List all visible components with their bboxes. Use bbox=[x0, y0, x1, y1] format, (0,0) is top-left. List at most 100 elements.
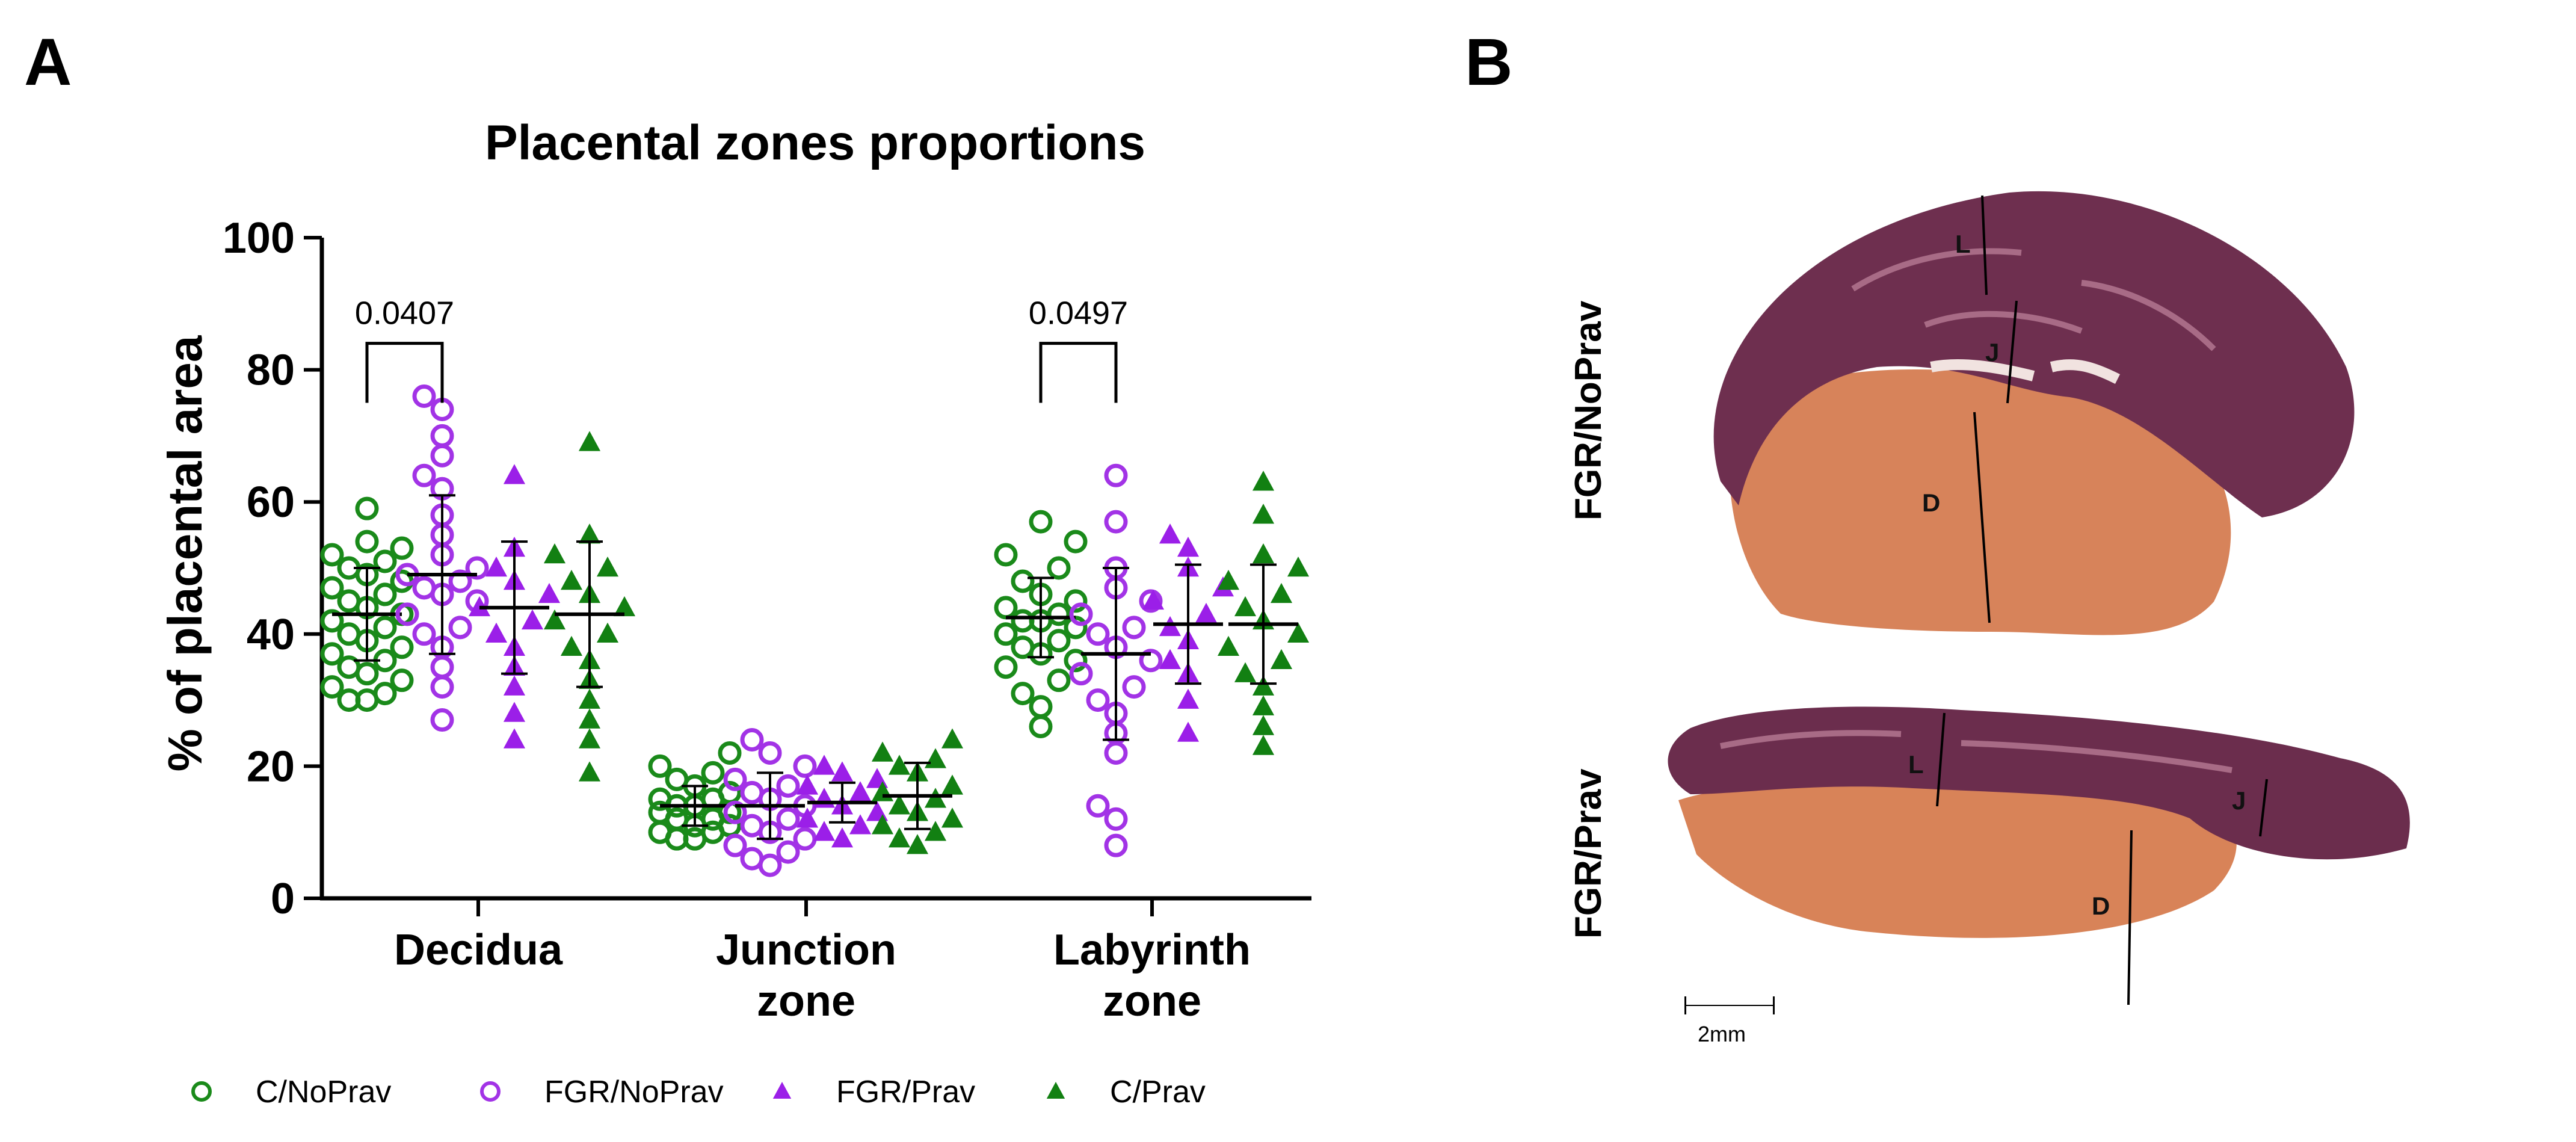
labyrinth-region-lower bbox=[1668, 706, 2410, 860]
point-c-noprav-0-4 bbox=[390, 668, 414, 693]
point-c-prav-2-6 bbox=[1217, 635, 1240, 656]
scatter-chart: Placental zones proportions % of placent… bbox=[158, 116, 1311, 1110]
legend-marker-c-noprav bbox=[191, 1081, 212, 1102]
point-fgr-prav-0-0 bbox=[503, 728, 526, 748]
point-c-prav-0-14 bbox=[578, 523, 601, 544]
point-c-noprav-2-18 bbox=[1047, 556, 1071, 580]
placenta-micrograph: L J D L J D bbox=[1668, 191, 2410, 1005]
point-fgr-noprav-0-5 bbox=[448, 616, 472, 640]
point-fgr-noprav-0-12 bbox=[465, 556, 489, 580]
point-fgr-noprav-2-17 bbox=[1104, 510, 1128, 534]
y-axis-label: % of placental area bbox=[158, 335, 212, 771]
point-fgr-prav-2-1 bbox=[1177, 688, 1200, 709]
point-c-noprav-2-3 bbox=[1047, 668, 1071, 693]
point-fgr-noprav-1-1 bbox=[740, 847, 764, 871]
point-c-noprav-0-1 bbox=[337, 688, 361, 712]
point-fgr-noprav-0-17 bbox=[412, 463, 436, 487]
point-fgr-noprav-1-7 bbox=[776, 807, 800, 831]
point-fgr-prav-0-8 bbox=[538, 582, 561, 603]
arrow-l-lower bbox=[1936, 712, 1946, 807]
zone-letter-l-lower: L bbox=[1908, 750, 1924, 779]
point-c-noprav-2-13 bbox=[1047, 602, 1071, 626]
point-fgr-noprav-2-18 bbox=[1104, 463, 1128, 487]
point-c-noprav-2-14 bbox=[994, 596, 1018, 620]
point-c-noprav-0-9 bbox=[390, 635, 414, 659]
point-c-noprav-1-19 bbox=[718, 741, 742, 765]
point-c-noprav-2-4 bbox=[994, 655, 1018, 679]
zone-letter-d-lower: D bbox=[2092, 892, 2110, 920]
point-fgr-noprav-0-0 bbox=[430, 708, 454, 732]
x-tick-label-2: Labyrinth bbox=[1053, 926, 1251, 974]
point-c-noprav-0-23 bbox=[320, 543, 344, 567]
point-c-prav-0-1 bbox=[578, 728, 601, 748]
point-c-prav-2-0 bbox=[1252, 735, 1275, 755]
point-c-prav-2-1 bbox=[1252, 715, 1275, 735]
point-c-noprav-2-15 bbox=[1064, 589, 1088, 613]
point-c-prav-1-4 bbox=[941, 807, 964, 828]
point-c-noprav-2-19 bbox=[994, 543, 1018, 567]
point-fgr-prav-1-6 bbox=[813, 788, 836, 808]
x-tick-label-2-line2: zone bbox=[1103, 977, 1201, 1025]
point-c-prav-1-14 bbox=[941, 728, 964, 748]
point-c-prav-0-0 bbox=[578, 761, 601, 782]
point-fgr-prav-2-0 bbox=[1177, 721, 1200, 742]
point-c-prav-2-12 bbox=[1287, 557, 1310, 577]
y-tick-label-20: 20 bbox=[247, 742, 295, 791]
point-fgr-prav-1-9 bbox=[866, 768, 889, 788]
point-fgr-prav-2-7 bbox=[1142, 589, 1165, 610]
point-fgr-noprav-0-19 bbox=[430, 424, 454, 448]
point-fgr-noprav-2-12 bbox=[1122, 616, 1146, 640]
point-fgr-noprav-0-1 bbox=[430, 675, 454, 699]
point-c-noprav-0-22 bbox=[373, 549, 397, 573]
point-c-noprav-0-16 bbox=[337, 589, 361, 613]
point-fgr-noprav-0-2 bbox=[430, 655, 454, 679]
point-c-prav-0-6 bbox=[560, 635, 583, 656]
point-fgr-prav-1-8 bbox=[796, 774, 819, 795]
point-c-prav-2-2 bbox=[1252, 695, 1275, 715]
point-fgr-noprav-2-7 bbox=[1122, 675, 1146, 699]
point-fgr-noprav-2-6 bbox=[1086, 688, 1110, 712]
point-fgr-noprav-0-18 bbox=[430, 443, 454, 468]
placenta-section-fgr-prav: L J D bbox=[1668, 706, 2410, 1005]
y-tick-label-60: 60 bbox=[247, 478, 295, 526]
point-c-noprav-0-12 bbox=[373, 616, 397, 640]
point-fgr-noprav-2-1 bbox=[1104, 807, 1128, 831]
point-c-noprav-0-17 bbox=[373, 582, 397, 606]
point-c-prav-0-15 bbox=[578, 431, 601, 451]
point-fgr-prav-0-2 bbox=[503, 675, 526, 696]
significance-bracket-1 bbox=[1039, 342, 1118, 403]
point-fgr-prav-2-5 bbox=[1159, 616, 1182, 637]
point-c-prav-1-9 bbox=[941, 774, 964, 795]
arrow-l-upper bbox=[1981, 195, 1988, 295]
x-tick-label-0: Decidua bbox=[394, 926, 563, 974]
point-c-prav-1-6 bbox=[888, 794, 911, 815]
point-fgr-noprav-1-3 bbox=[723, 833, 747, 857]
junction-spots-upper bbox=[1930, 359, 2121, 384]
point-fgr-prav-0-1 bbox=[503, 702, 526, 722]
point-fgr-noprav-0-9 bbox=[412, 576, 436, 600]
point-c-prav-2-11 bbox=[1217, 569, 1240, 590]
point-c-noprav-2-12 bbox=[1011, 609, 1035, 633]
point-c-noprav-2-5 bbox=[1064, 649, 1088, 673]
point-c-noprav-2-21 bbox=[1029, 510, 1053, 534]
point-c-prav-0-3 bbox=[578, 688, 601, 709]
point-c-prav-1-13 bbox=[871, 741, 894, 762]
point-c-prav-2-4 bbox=[1234, 662, 1257, 682]
y-tick-label-40: 40 bbox=[247, 611, 295, 659]
point-c-prav-0-11 bbox=[560, 569, 583, 590]
point-c-noprav-2-1 bbox=[1029, 695, 1053, 719]
point-c-noprav-0-2 bbox=[373, 682, 397, 706]
point-c-prav-1-11 bbox=[888, 755, 911, 775]
decidua-region-lower bbox=[1678, 782, 2237, 938]
point-c-prav-2-5 bbox=[1270, 649, 1293, 669]
labyrinth-highlights-lower bbox=[1720, 730, 2232, 773]
point-fgr-prav-1-1 bbox=[813, 821, 836, 841]
point-fgr-prav-0-5 bbox=[485, 622, 508, 643]
point-c-noprav-0-8 bbox=[320, 642, 344, 666]
point-c-prav-0-12 bbox=[596, 557, 619, 577]
arrow-d-lower bbox=[2127, 830, 2133, 1005]
labyrinth-highlights-upper bbox=[1851, 248, 2216, 351]
point-c-noprav-1-16 bbox=[665, 767, 689, 791]
point-fgr-prav-1-3 bbox=[796, 807, 819, 828]
point-c-noprav-2-2 bbox=[1011, 682, 1035, 706]
